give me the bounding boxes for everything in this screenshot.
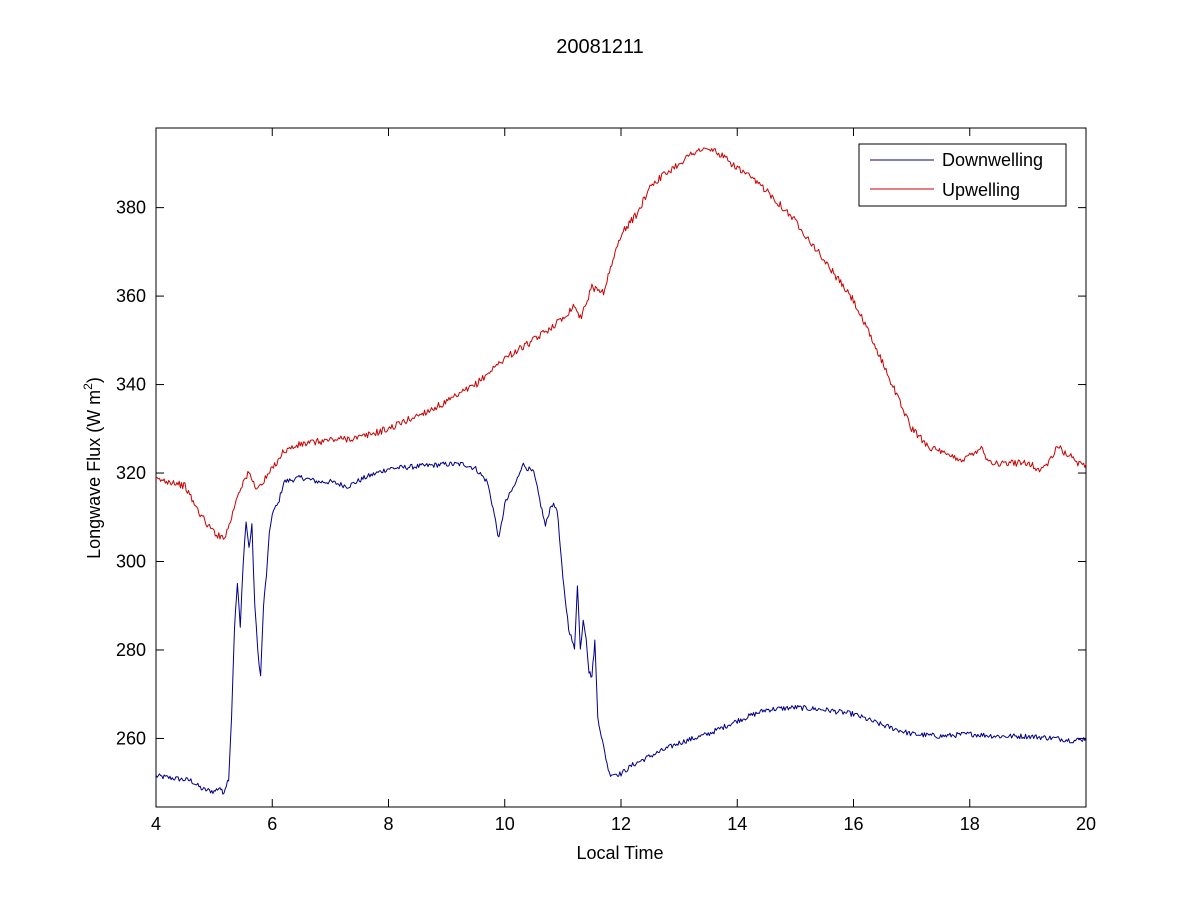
y-tick-label: 360	[116, 286, 146, 306]
x-tick-label: 14	[727, 814, 747, 834]
x-tick-label: 18	[960, 814, 980, 834]
plot-area	[155, 127, 1087, 808]
y-tick-label: 280	[116, 640, 146, 660]
y-tick-label: 300	[116, 551, 146, 571]
y-tick-label: 380	[116, 198, 146, 218]
series-layer	[155, 147, 1087, 795]
y-axis-label: Longwave Flux (W m2)	[81, 377, 104, 559]
y-axis-label-main: Longwave Flux (W m	[84, 390, 104, 559]
x-tick-label: 16	[843, 814, 863, 834]
y-tick-label: 260	[116, 728, 146, 748]
series-line-upwelling	[155, 147, 1087, 540]
x-tick-label: 6	[267, 814, 277, 834]
x-axis-label: Local Time	[576, 843, 663, 863]
y-tick-label: 340	[116, 375, 146, 395]
chart-title: 20081211	[556, 36, 644, 58]
x-axis: 4 6 8 10 12 14 16 18 20	[151, 128, 1096, 834]
y-tick-label: 320	[116, 463, 146, 483]
y-axis: 260 280 300 320 340 360 380	[116, 198, 1086, 748]
y-axis-label-superscript: 2	[81, 383, 95, 390]
y-axis-label-close: )	[84, 377, 104, 383]
legend-label-upwelling: Upwelling	[942, 180, 1020, 200]
legend: Downwelling Upwelling	[858, 143, 1067, 207]
series-line-downwelling	[155, 461, 1087, 795]
x-tick-label: 10	[495, 814, 515, 834]
x-tick-label: 8	[383, 814, 393, 834]
x-tick-label: 4	[151, 814, 161, 834]
legend-box	[858, 143, 1067, 207]
legend-label-downwelling: Downwelling	[942, 150, 1043, 170]
x-tick-label: 20	[1076, 814, 1096, 834]
x-tick-label: 12	[611, 814, 631, 834]
